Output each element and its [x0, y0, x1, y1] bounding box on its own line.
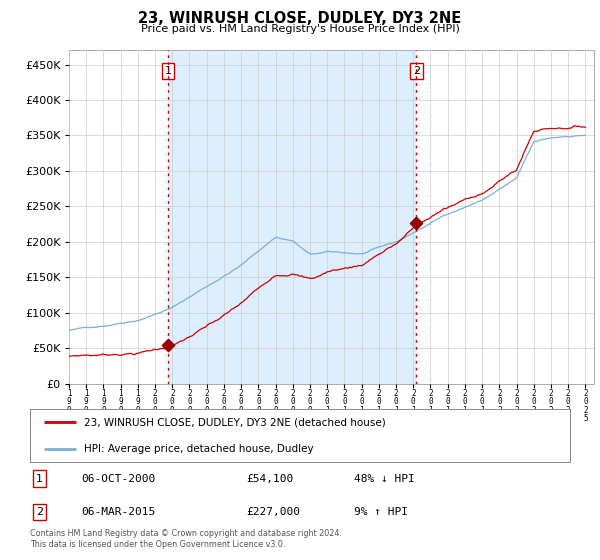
- Text: 1: 1: [36, 474, 43, 484]
- Text: 2: 2: [413, 66, 420, 76]
- Text: 06-OCT-2000: 06-OCT-2000: [82, 474, 155, 484]
- Point: [412, 218, 421, 227]
- Text: 48% ↓ HPI: 48% ↓ HPI: [354, 474, 415, 484]
- Text: Contains HM Land Registry data © Crown copyright and database right 2024.
This d: Contains HM Land Registry data © Crown c…: [30, 529, 342, 549]
- Text: HPI: Average price, detached house, Dudley: HPI: Average price, detached house, Dudl…: [84, 444, 314, 454]
- Text: 23, WINRUSH CLOSE, DUDLEY, DY3 2NE: 23, WINRUSH CLOSE, DUDLEY, DY3 2NE: [139, 11, 461, 26]
- Text: 9% ↑ HPI: 9% ↑ HPI: [354, 507, 408, 517]
- Text: £54,100: £54,100: [246, 474, 293, 484]
- Text: Price paid vs. HM Land Registry's House Price Index (HPI): Price paid vs. HM Land Registry's House …: [140, 24, 460, 34]
- Text: 06-MAR-2015: 06-MAR-2015: [82, 507, 155, 517]
- Text: 23, WINRUSH CLOSE, DUDLEY, DY3 2NE (detached house): 23, WINRUSH CLOSE, DUDLEY, DY3 2NE (deta…: [84, 417, 386, 427]
- Bar: [168, 50, 416, 384]
- Text: 2: 2: [36, 507, 43, 517]
- Text: 1: 1: [164, 66, 172, 76]
- Text: £227,000: £227,000: [246, 507, 300, 517]
- Point: [163, 341, 173, 350]
